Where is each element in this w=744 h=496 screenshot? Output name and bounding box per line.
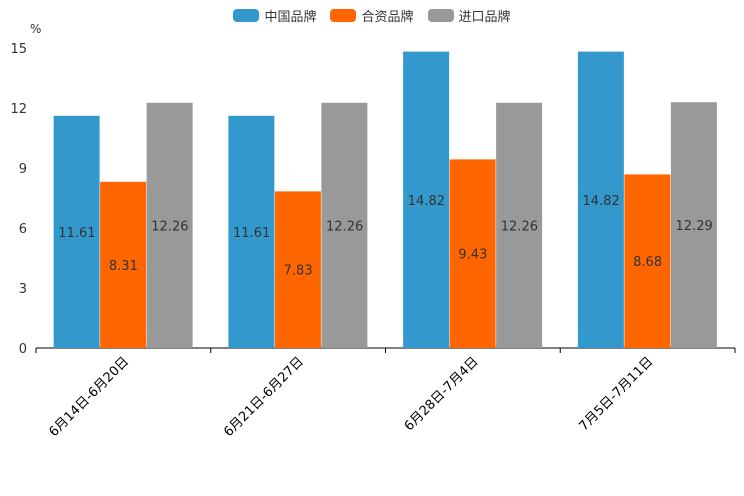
data-label: 14.82 — [408, 194, 445, 209]
y-tick-label: 9 — [19, 162, 27, 177]
data-label: 8.31 — [109, 259, 138, 274]
data-label: 12.26 — [326, 219, 363, 234]
data-label: 12.26 — [501, 219, 538, 234]
data-label: 11.61 — [233, 226, 270, 241]
data-label: 9.43 — [458, 248, 487, 263]
legend-swatch-china — [233, 9, 260, 22]
bar — [403, 51, 450, 348]
bar — [449, 159, 496, 348]
y-tick-label: 15 — [10, 42, 27, 57]
legend-label-jv: 合资品牌 — [361, 10, 414, 25]
bar — [228, 115, 275, 348]
legend-item-china[interactable]: 中国品牌 — [233, 6, 316, 25]
data-label: 12.26 — [151, 219, 188, 234]
bar — [496, 102, 543, 348]
legend-swatch-jv — [330, 9, 357, 22]
y-tick-label: 6 — [19, 222, 27, 237]
bar — [624, 174, 671, 348]
legend: 中国品牌 合资品牌 进口品牌 — [0, 6, 744, 25]
data-label: 8.68 — [633, 255, 662, 270]
x-tick-label: 7月5日-7月11日 — [577, 354, 657, 434]
legend-item-jv[interactable]: 合资品牌 — [330, 6, 414, 25]
bar — [577, 51, 624, 348]
bar — [274, 191, 321, 348]
bar — [53, 115, 100, 348]
legend-label-china: 中国品牌 — [264, 10, 317, 25]
y-tick-label: 0 — [19, 342, 27, 357]
y-axis-unit-label: % — [30, 22, 41, 36]
x-tick-label: 6月21日-6月27日 — [221, 354, 307, 440]
legend-item-import[interactable]: 进口品牌 — [427, 6, 511, 25]
bar — [146, 102, 193, 348]
y-tick-label: 3 — [19, 282, 27, 297]
data-label: 14.82 — [583, 194, 620, 209]
x-tick-label: 6月14日-6月20日 — [46, 354, 132, 440]
x-tick-label: 6月28日-7月4日 — [402, 354, 482, 434]
y-tick-label: 12 — [10, 102, 27, 117]
bar — [670, 102, 717, 348]
legend-swatch-import — [427, 9, 454, 22]
bar — [100, 181, 147, 348]
bar — [321, 102, 368, 348]
data-label: 11.61 — [58, 226, 95, 241]
legend-label-import: 进口品牌 — [458, 10, 511, 25]
data-label: 12.29 — [676, 219, 713, 234]
data-label: 7.83 — [284, 264, 313, 279]
